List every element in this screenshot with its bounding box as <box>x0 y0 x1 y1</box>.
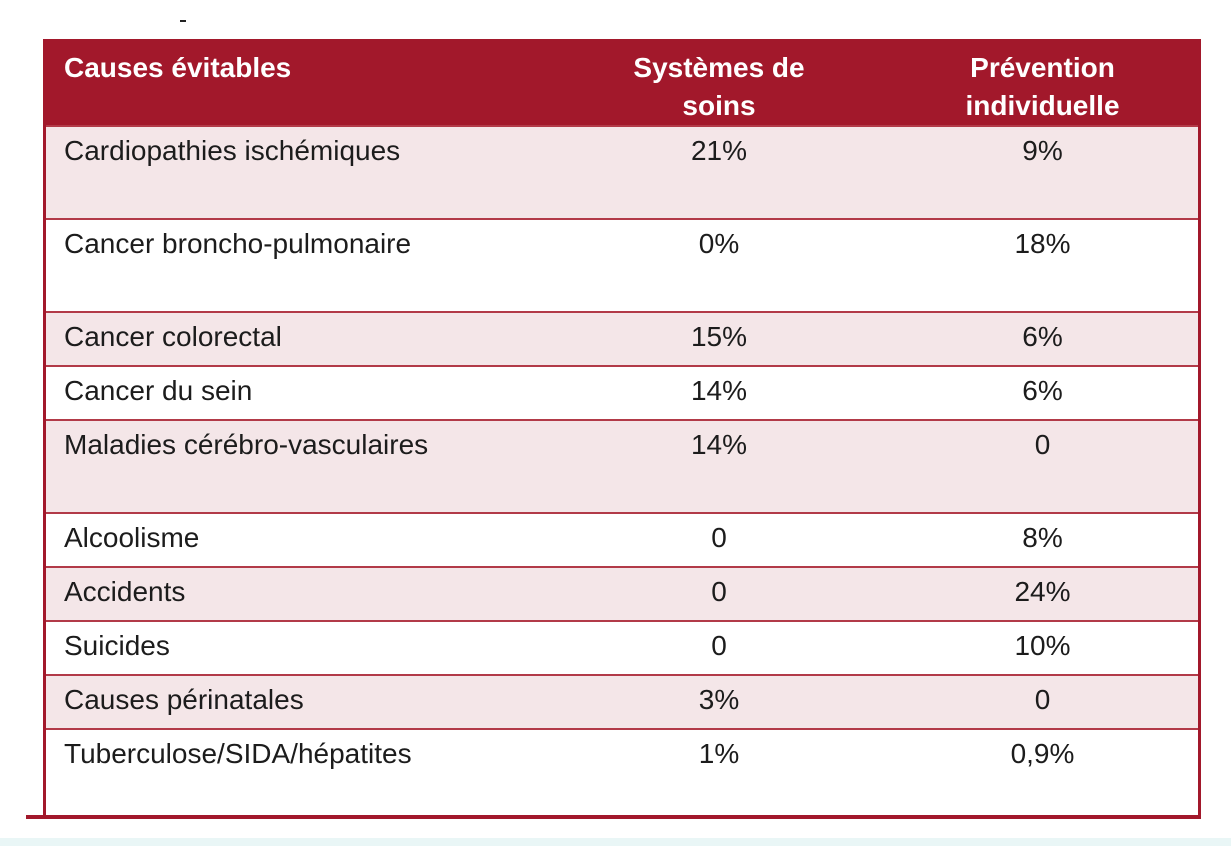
table-frame: Causes évitables Systèmes de soins Préve… <box>26 39 1201 819</box>
cell-prevention: 10% <box>883 620 1198 675</box>
cell-cause: Cancer colorectal <box>46 311 551 366</box>
cell-cause: Accidents <box>46 566 551 621</box>
table-row: Alcoolisme 0 8% <box>46 512 1198 567</box>
cell-prevention: 24% <box>883 566 1198 621</box>
cell-cause: Causes périnatales <box>46 674 551 729</box>
table-row: Accidents 0 24% <box>46 566 1198 621</box>
header-systems-line1: Systèmes de <box>633 52 805 83</box>
table-row: Causes périnatales 3% 0 <box>46 674 1198 729</box>
cell-prevention: 6% <box>883 365 1198 420</box>
cell-cause: Tuberculose/SIDA/hépatites <box>46 728 551 809</box>
cell-systems: 0% <box>551 218 883 312</box>
cell-cause: Cardiopathies ischémiques <box>46 125 551 219</box>
header-causes: Causes évitables <box>46 39 551 126</box>
header-causes-label: Causes évitables <box>64 52 292 83</box>
cell-prevention: 0 <box>883 419 1198 513</box>
header-prevention: Prévention individuelle <box>883 39 1198 126</box>
cell-systems: 0 <box>551 512 883 567</box>
table-row: Maladies cérébro-vasculaires 14% 0 <box>46 419 1198 513</box>
table-row: Cancer broncho-pulmonaire 0% 18% <box>46 218 1198 312</box>
table-row: Cancer colorectal 15% 6% <box>46 311 1198 366</box>
table-bottom-border <box>26 815 1201 819</box>
table-header-row: Causes évitables Systèmes de soins Préve… <box>46 39 1198 126</box>
table-row: Cancer du sein 14% 6% <box>46 365 1198 420</box>
header-prevention-line1: Prévention <box>970 52 1115 83</box>
cell-cause: Alcoolisme <box>46 512 551 567</box>
cell-systems: 21% <box>551 125 883 219</box>
cell-cause: Cancer du sein <box>46 365 551 420</box>
table-row: Suicides 0 10% <box>46 620 1198 675</box>
header-systems-line2: soins <box>682 90 756 121</box>
table-row: Cardiopathies ischémiques 21% 9% <box>46 125 1198 219</box>
avoidable-causes-table: Causes évitables Systèmes de soins Préve… <box>46 39 1198 809</box>
cell-systems: 0 <box>551 566 883 621</box>
cell-prevention: 0,9% <box>883 728 1198 809</box>
cell-systems: 14% <box>551 365 883 420</box>
cell-prevention: 0 <box>883 674 1198 729</box>
table-row: Tuberculose/SIDA/hépatites 1% 0,9% <box>46 728 1198 809</box>
cell-prevention: 9% <box>883 125 1198 219</box>
cell-systems: 1% <box>551 728 883 809</box>
cell-cause: Cancer broncho-pulmonaire <box>46 218 551 312</box>
header-systems: Systèmes de soins <box>551 39 883 126</box>
cell-prevention: 8% <box>883 512 1198 567</box>
cell-systems: 15% <box>551 311 883 366</box>
cell-prevention: 6% <box>883 311 1198 366</box>
decorative-dash <box>180 20 186 22</box>
cell-cause: Suicides <box>46 620 551 675</box>
cell-systems: 14% <box>551 419 883 513</box>
header-prevention-line2: individuelle <box>965 90 1120 121</box>
cell-cause: Maladies cérébro-vasculaires <box>46 419 551 513</box>
cell-systems: 3% <box>551 674 883 729</box>
page-bottom-strip <box>0 838 1231 846</box>
cell-systems: 0 <box>551 620 883 675</box>
cell-prevention: 18% <box>883 218 1198 312</box>
